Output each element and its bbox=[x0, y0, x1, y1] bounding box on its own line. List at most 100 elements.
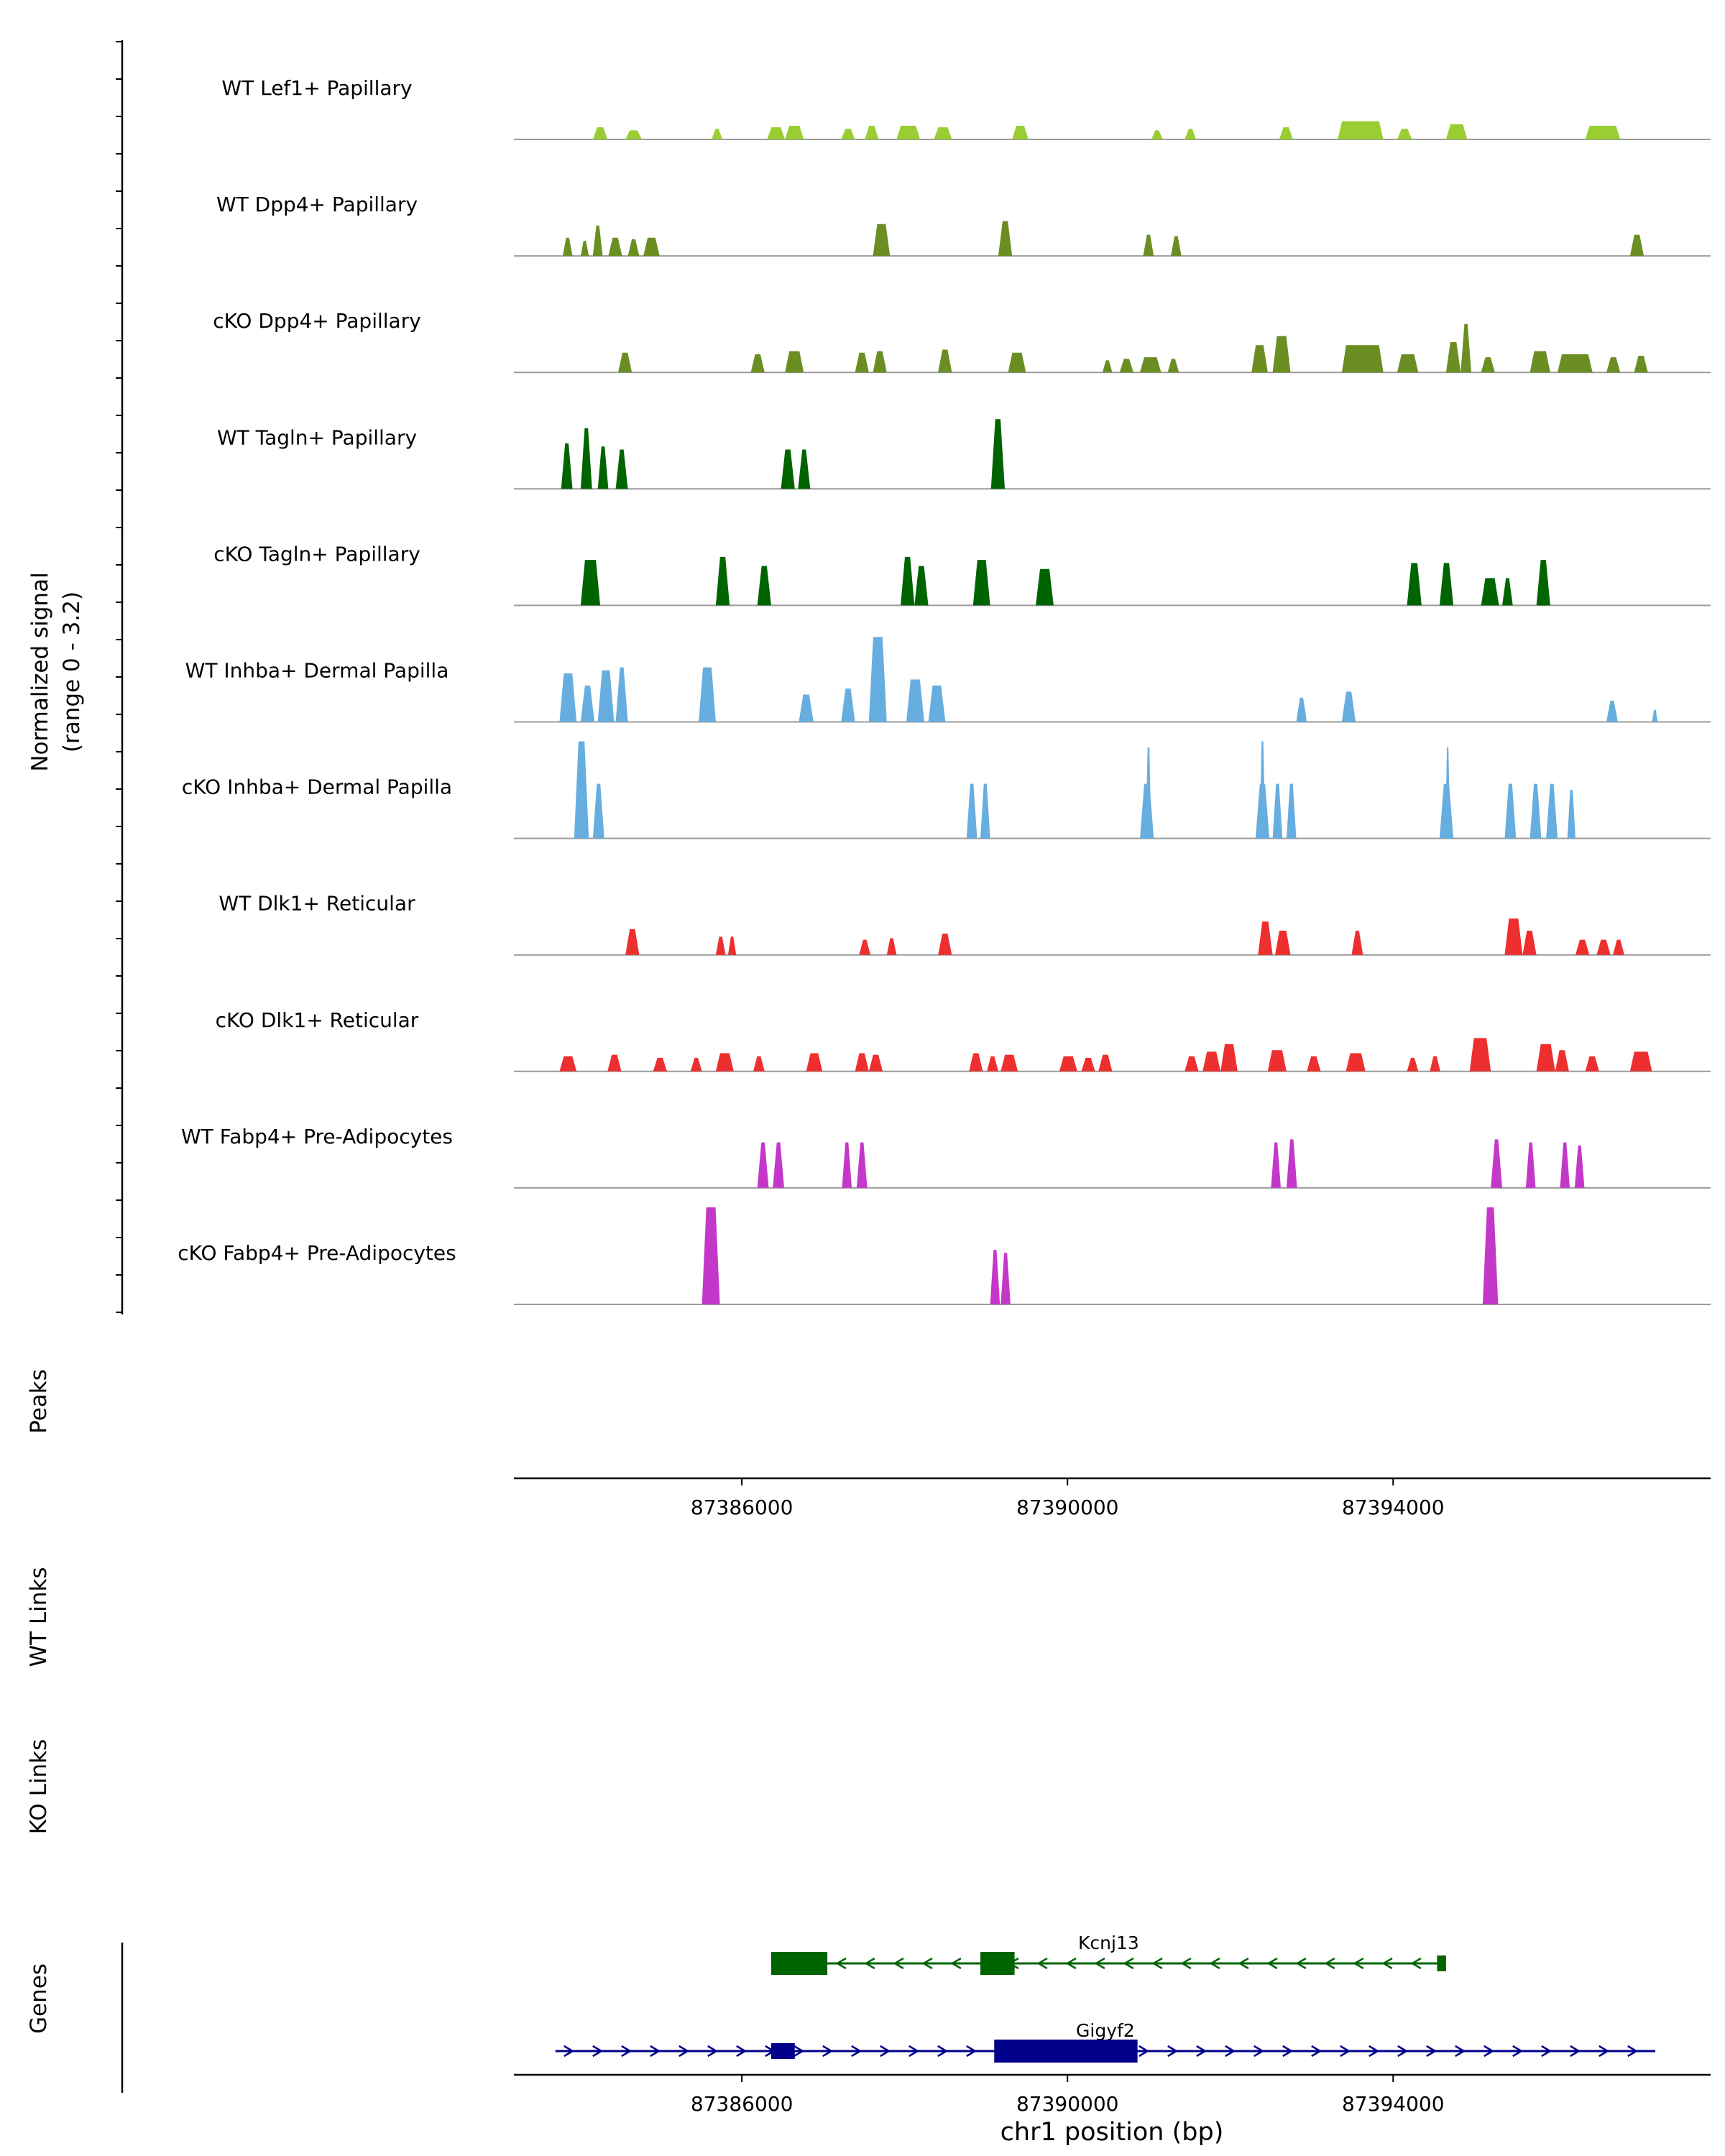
signal-peak bbox=[785, 351, 804, 373]
signal-peak bbox=[1629, 234, 1644, 257]
signal-peak bbox=[1102, 360, 1113, 373]
strand-arrow-icon bbox=[1065, 1957, 1077, 1970]
signal-peak bbox=[987, 1056, 998, 1072]
signal-peak bbox=[842, 1142, 852, 1188]
strand-arrow-icon bbox=[950, 1957, 962, 1970]
track-label: cKO Fabp4+ Pre-Adipocytes bbox=[178, 1241, 456, 1265]
signal-peak bbox=[1439, 563, 1454, 606]
signal-peak bbox=[1481, 357, 1495, 373]
signal-peak bbox=[592, 783, 604, 839]
signal-peak bbox=[1081, 1057, 1095, 1072]
signal-peak bbox=[1341, 345, 1384, 373]
strand-arrow-icon bbox=[1368, 2045, 1380, 2058]
signal-peak bbox=[1407, 563, 1422, 606]
strand-arrow-icon bbox=[851, 2045, 862, 2058]
signal-peak bbox=[617, 352, 632, 373]
signal-peak bbox=[1184, 129, 1197, 139]
signal-peak bbox=[699, 667, 716, 722]
signal-peak bbox=[1397, 354, 1419, 373]
signal-peak bbox=[625, 929, 640, 955]
signal-peak bbox=[715, 936, 726, 955]
signal-peak bbox=[1151, 130, 1163, 139]
signal-peak bbox=[1522, 930, 1537, 955]
signal-peak bbox=[966, 783, 978, 839]
signal-peak bbox=[841, 129, 855, 139]
signal-peak bbox=[1351, 930, 1363, 955]
signal-peak bbox=[1000, 1253, 1011, 1304]
x-axis-title: chr1 position (bp) bbox=[1000, 2118, 1224, 2147]
x-tick-label: 87390000 bbox=[1016, 1496, 1119, 1519]
signal-peak bbox=[1613, 939, 1624, 955]
signal-peak bbox=[574, 741, 589, 839]
signal-peak bbox=[1119, 359, 1133, 373]
signal-peak bbox=[1271, 1142, 1281, 1188]
signal-peak bbox=[1482, 1207, 1499, 1304]
signal-peak bbox=[1098, 1054, 1113, 1072]
signal-peak bbox=[757, 1142, 769, 1188]
signal-peak bbox=[643, 237, 660, 257]
signal-peak bbox=[1259, 741, 1266, 839]
signal-peak bbox=[980, 783, 990, 839]
signal-peak bbox=[1558, 354, 1593, 373]
strand-arrow-icon bbox=[592, 2045, 604, 2058]
signal-peak bbox=[1575, 939, 1590, 955]
signal-peak bbox=[1338, 121, 1384, 139]
signal-peak bbox=[1491, 1139, 1503, 1188]
signal-peak bbox=[559, 673, 577, 722]
signal-peak bbox=[1145, 747, 1151, 839]
signal-peak bbox=[1469, 1038, 1491, 1072]
signal-peak bbox=[1546, 783, 1558, 839]
x-tick-label: 87390000 bbox=[1016, 2092, 1119, 2116]
signal-peak bbox=[753, 1056, 765, 1072]
strand-arrow-icon bbox=[1151, 1957, 1163, 1970]
signal-peak bbox=[928, 685, 946, 722]
strand-arrow-icon bbox=[1123, 1957, 1134, 1970]
signal-peak bbox=[1202, 1051, 1221, 1072]
signal-peak bbox=[580, 560, 601, 606]
signal-peak bbox=[1307, 1056, 1321, 1072]
signal-peak bbox=[1286, 1139, 1297, 1188]
strand-arrow-icon bbox=[1225, 2045, 1236, 2058]
signal-peak bbox=[806, 1053, 823, 1072]
signal-peak bbox=[1525, 1142, 1536, 1188]
signal-peak bbox=[1606, 357, 1621, 373]
signal-peak bbox=[1504, 918, 1523, 955]
strand-arrow-icon bbox=[1209, 1957, 1220, 1970]
signal-peak bbox=[1430, 1056, 1440, 1072]
signal-peak bbox=[868, 1054, 883, 1072]
signal-peak bbox=[1397, 129, 1412, 139]
strand-arrow-icon bbox=[921, 1957, 933, 1970]
signal-peak bbox=[1059, 1056, 1077, 1072]
strand-arrow-icon bbox=[650, 2045, 661, 2058]
strand-arrow-icon bbox=[1598, 2045, 1610, 2058]
signal-peak bbox=[767, 127, 786, 139]
signal-peak bbox=[773, 1142, 785, 1188]
strand-arrow-icon bbox=[1196, 2045, 1208, 2058]
gene-exon bbox=[1437, 1955, 1446, 1971]
signal-peak bbox=[1407, 1057, 1419, 1072]
strand-arrow-icon bbox=[1138, 2045, 1150, 2058]
strand-arrow-icon bbox=[822, 2045, 834, 2058]
signal-peak bbox=[653, 1057, 667, 1072]
signal-peak bbox=[841, 688, 855, 722]
signal-peak bbox=[607, 1054, 622, 1072]
signal-peak bbox=[1536, 1044, 1555, 1072]
signal-peak bbox=[592, 127, 608, 139]
strand-arrow-icon bbox=[1353, 1957, 1364, 1970]
signal-peak bbox=[1536, 560, 1550, 606]
signal-peak bbox=[1652, 709, 1658, 722]
signal-peak bbox=[938, 934, 952, 955]
gene-exon bbox=[980, 1952, 1015, 1975]
signal-peak bbox=[873, 224, 891, 257]
signal-peak bbox=[855, 352, 869, 373]
strand-arrow-icon bbox=[1254, 2045, 1265, 2058]
signal-peak bbox=[969, 1053, 983, 1072]
strand-arrow-icon bbox=[1266, 1957, 1278, 1970]
signal-peak bbox=[1445, 342, 1461, 373]
section-label-peaks: Peaks bbox=[26, 1369, 52, 1434]
signal-peak bbox=[799, 694, 814, 722]
signal-peak bbox=[886, 938, 897, 955]
signal-peak bbox=[1258, 921, 1273, 955]
signal-peak bbox=[1574, 1145, 1585, 1188]
